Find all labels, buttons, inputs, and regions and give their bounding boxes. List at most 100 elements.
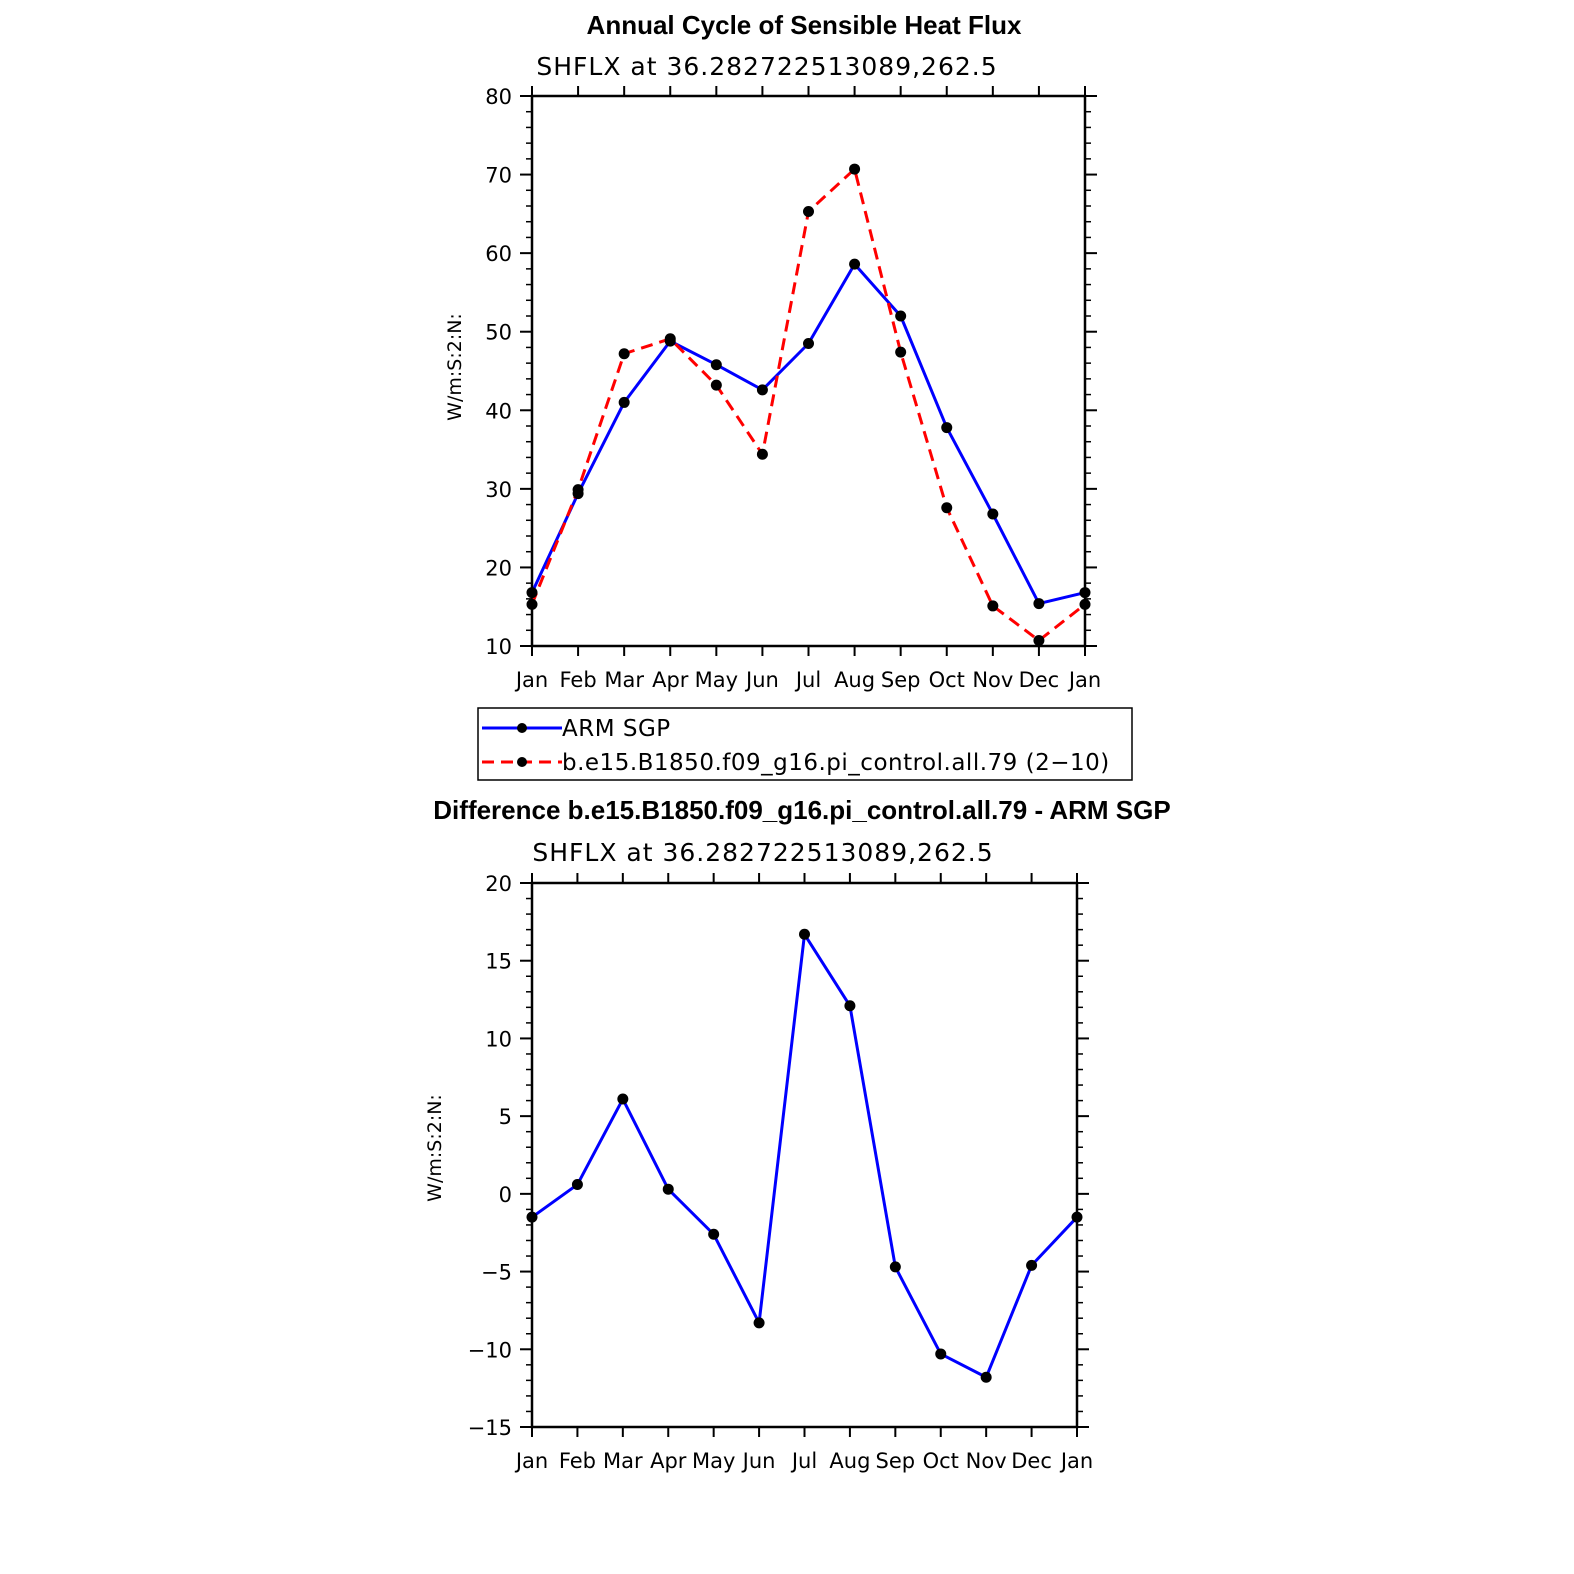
data-point-b-e15-b1850-f09-g16-pi-control-all-79-2-10 (849, 163, 861, 175)
difference-chart: Difference b.e15.B1850.f09_g16.pi_contro… (424, 795, 1171, 1473)
y-tick-label: 20 (485, 556, 512, 580)
x-tick-label: Dec (1011, 1449, 1052, 1473)
data-point-b-e15-b1850-f09-g16-pi-control-all-79-2-10 (572, 484, 584, 496)
y-axis-label: W/m:S:2:N: (444, 313, 466, 421)
data-point-difference (844, 1000, 856, 1012)
plot-axes: Jan Feb Mar Apr May Jun Jul Aug Sep Oct Nov Dec Jan−… (468, 872, 1094, 1473)
x-tick-label: Mar (604, 668, 644, 692)
x-tick-label: May (692, 1449, 735, 1473)
chart-subtitle: SHFLX at 36.282722513089,262.5 (536, 52, 997, 81)
data-point-b-e15-b1850-f09-g16-pi-control-all-79-2-10 (664, 333, 676, 345)
x-tick-label: Jul (790, 1449, 817, 1473)
y-tick-label: 20 (485, 872, 512, 896)
legend-label-arm-sgp: ARM SGP (562, 716, 671, 742)
data-point-arm-sgp (756, 384, 768, 396)
chart-title: Annual Cycle of Sensible Heat Flux (587, 10, 1022, 40)
x-tick-label: Mar (603, 1449, 643, 1473)
data-point-difference (980, 1371, 992, 1383)
y-tick-label: 50 (485, 321, 512, 345)
data-point-difference (662, 1183, 674, 1195)
x-tick-label: Aug (834, 668, 875, 692)
x-tick-label: Apr (652, 668, 689, 692)
data-point-arm-sgp (987, 508, 999, 520)
x-tick-label: Nov (966, 1449, 1007, 1473)
x-tick-label: Oct (923, 1449, 959, 1473)
data-point-difference (617, 1093, 629, 1105)
x-tick-label: Jul (794, 668, 821, 692)
y-tick-label: −10 (468, 1338, 512, 1362)
y-tick-label: 10 (485, 1027, 512, 1051)
x-tick-label: Dec (1019, 668, 1060, 692)
data-point-arm-sgp (895, 310, 907, 322)
data-point-b-e15-b1850-f09-g16-pi-control-all-79-2-10 (710, 379, 722, 391)
data-point-arm-sgp (849, 258, 861, 270)
x-tick-label: Jun (744, 668, 779, 692)
plot-series (526, 928, 1083, 1383)
series-line-difference (531, 932, 1079, 1379)
annual-cycle-chart: Annual Cycle of Sensible Heat Flux SHFLX… (444, 10, 1101, 692)
legend-marker-model (517, 757, 527, 767)
y-tick-label: −5 (481, 1261, 512, 1285)
data-point-difference (753, 1317, 765, 1329)
data-point-arm-sgp (941, 422, 953, 434)
data-point-b-e15-b1850-f09-g16-pi-control-all-79-2-10 (941, 502, 953, 514)
x-tick-label: Feb (559, 668, 596, 692)
data-point-arm-sgp (526, 587, 538, 599)
x-tick-label: Jan (514, 1449, 548, 1473)
x-tick-label: Aug (829, 1449, 870, 1473)
chart-subtitle: SHFLX at 36.282722513089,262.5 (532, 838, 993, 867)
data-point-arm-sgp (803, 338, 814, 349)
y-tick-label: 40 (485, 399, 512, 423)
data-point-difference (889, 1261, 901, 1273)
legend-box (477, 707, 1133, 781)
x-tick-label: Jun (741, 1449, 776, 1473)
x-tick-label: Jan (1059, 1449, 1093, 1473)
chart-title: Difference b.e15.B1850.f09_g16.pi_contro… (433, 795, 1170, 825)
data-point-b-e15-b1850-f09-g16-pi-control-all-79-2-10 (1079, 598, 1091, 610)
x-tick-label: Jan (514, 668, 548, 692)
data-point-difference (708, 1228, 720, 1240)
series-line-arm-sgp (530, 262, 1086, 606)
data-point-b-e15-b1850-f09-g16-pi-control-all-79-2-10 (987, 600, 999, 612)
data-point-b-e15-b1850-f09-g16-pi-control-all-79-2-10 (895, 346, 907, 358)
data-point-b-e15-b1850-f09-g16-pi-control-all-79-2-10 (618, 348, 630, 360)
data-point-difference (571, 1179, 583, 1191)
data-point-difference (1071, 1211, 1083, 1223)
plot-axes: Jan Feb Mar Apr May Jun Jul Aug Sep Oct Nov Dec Jan1… (485, 85, 1101, 692)
x-tick-label: Jan (1067, 668, 1101, 692)
x-tick-label: Sep (876, 1449, 916, 1473)
legend: ARM SGP b.e15.B1850.f09_g16.pi_control.a… (477, 707, 1133, 781)
y-axis-label: W/m:S:2:N: (424, 1094, 446, 1202)
legend-marker-arm-sgp (517, 723, 527, 733)
data-point-b-e15-b1850-f09-g16-pi-control-all-79-2-10 (1033, 635, 1045, 646)
data-point-b-e15-b1850-f09-g16-pi-control-all-79-2-10 (526, 598, 538, 610)
x-tick-label: Nov (972, 668, 1013, 692)
y-tick-label: 0 (499, 1183, 512, 1207)
data-point-difference (1026, 1259, 1038, 1271)
data-point-difference (935, 1348, 947, 1360)
series-line-b-e15-b1850-f09-g16-pi-control-all-79-2-10 (530, 167, 1086, 642)
y-tick-label: 70 (485, 164, 512, 188)
data-point-arm-sgp (1033, 598, 1045, 610)
data-point-b-e15-b1850-f09-g16-pi-control-all-79-2-10 (756, 448, 768, 460)
y-tick-label: 10 (485, 635, 512, 659)
data-point-difference (526, 1211, 538, 1223)
data-point-difference (799, 928, 810, 940)
data-point-b-e15-b1850-f09-g16-pi-control-all-79-2-10 (803, 206, 814, 217)
legend-label-model: b.e15.B1850.f09_g16.pi_control.all.79 (2… (562, 750, 1110, 776)
y-tick-label: 15 (485, 950, 512, 974)
plot-frame (530, 881, 1079, 1429)
x-tick-label: Oct (929, 668, 965, 692)
y-tick-label: 60 (485, 242, 512, 266)
y-tick-label: 80 (485, 85, 512, 109)
plot-series (526, 163, 1091, 646)
y-tick-label: 5 (499, 1105, 512, 1129)
x-tick-label: May (695, 668, 738, 692)
data-point-arm-sgp (1079, 587, 1091, 599)
x-tick-label: Feb (559, 1449, 596, 1473)
plot-frame (530, 94, 1087, 648)
y-tick-label: −15 (468, 1416, 512, 1440)
y-tick-label: 30 (485, 478, 512, 502)
data-point-arm-sgp (710, 359, 722, 371)
